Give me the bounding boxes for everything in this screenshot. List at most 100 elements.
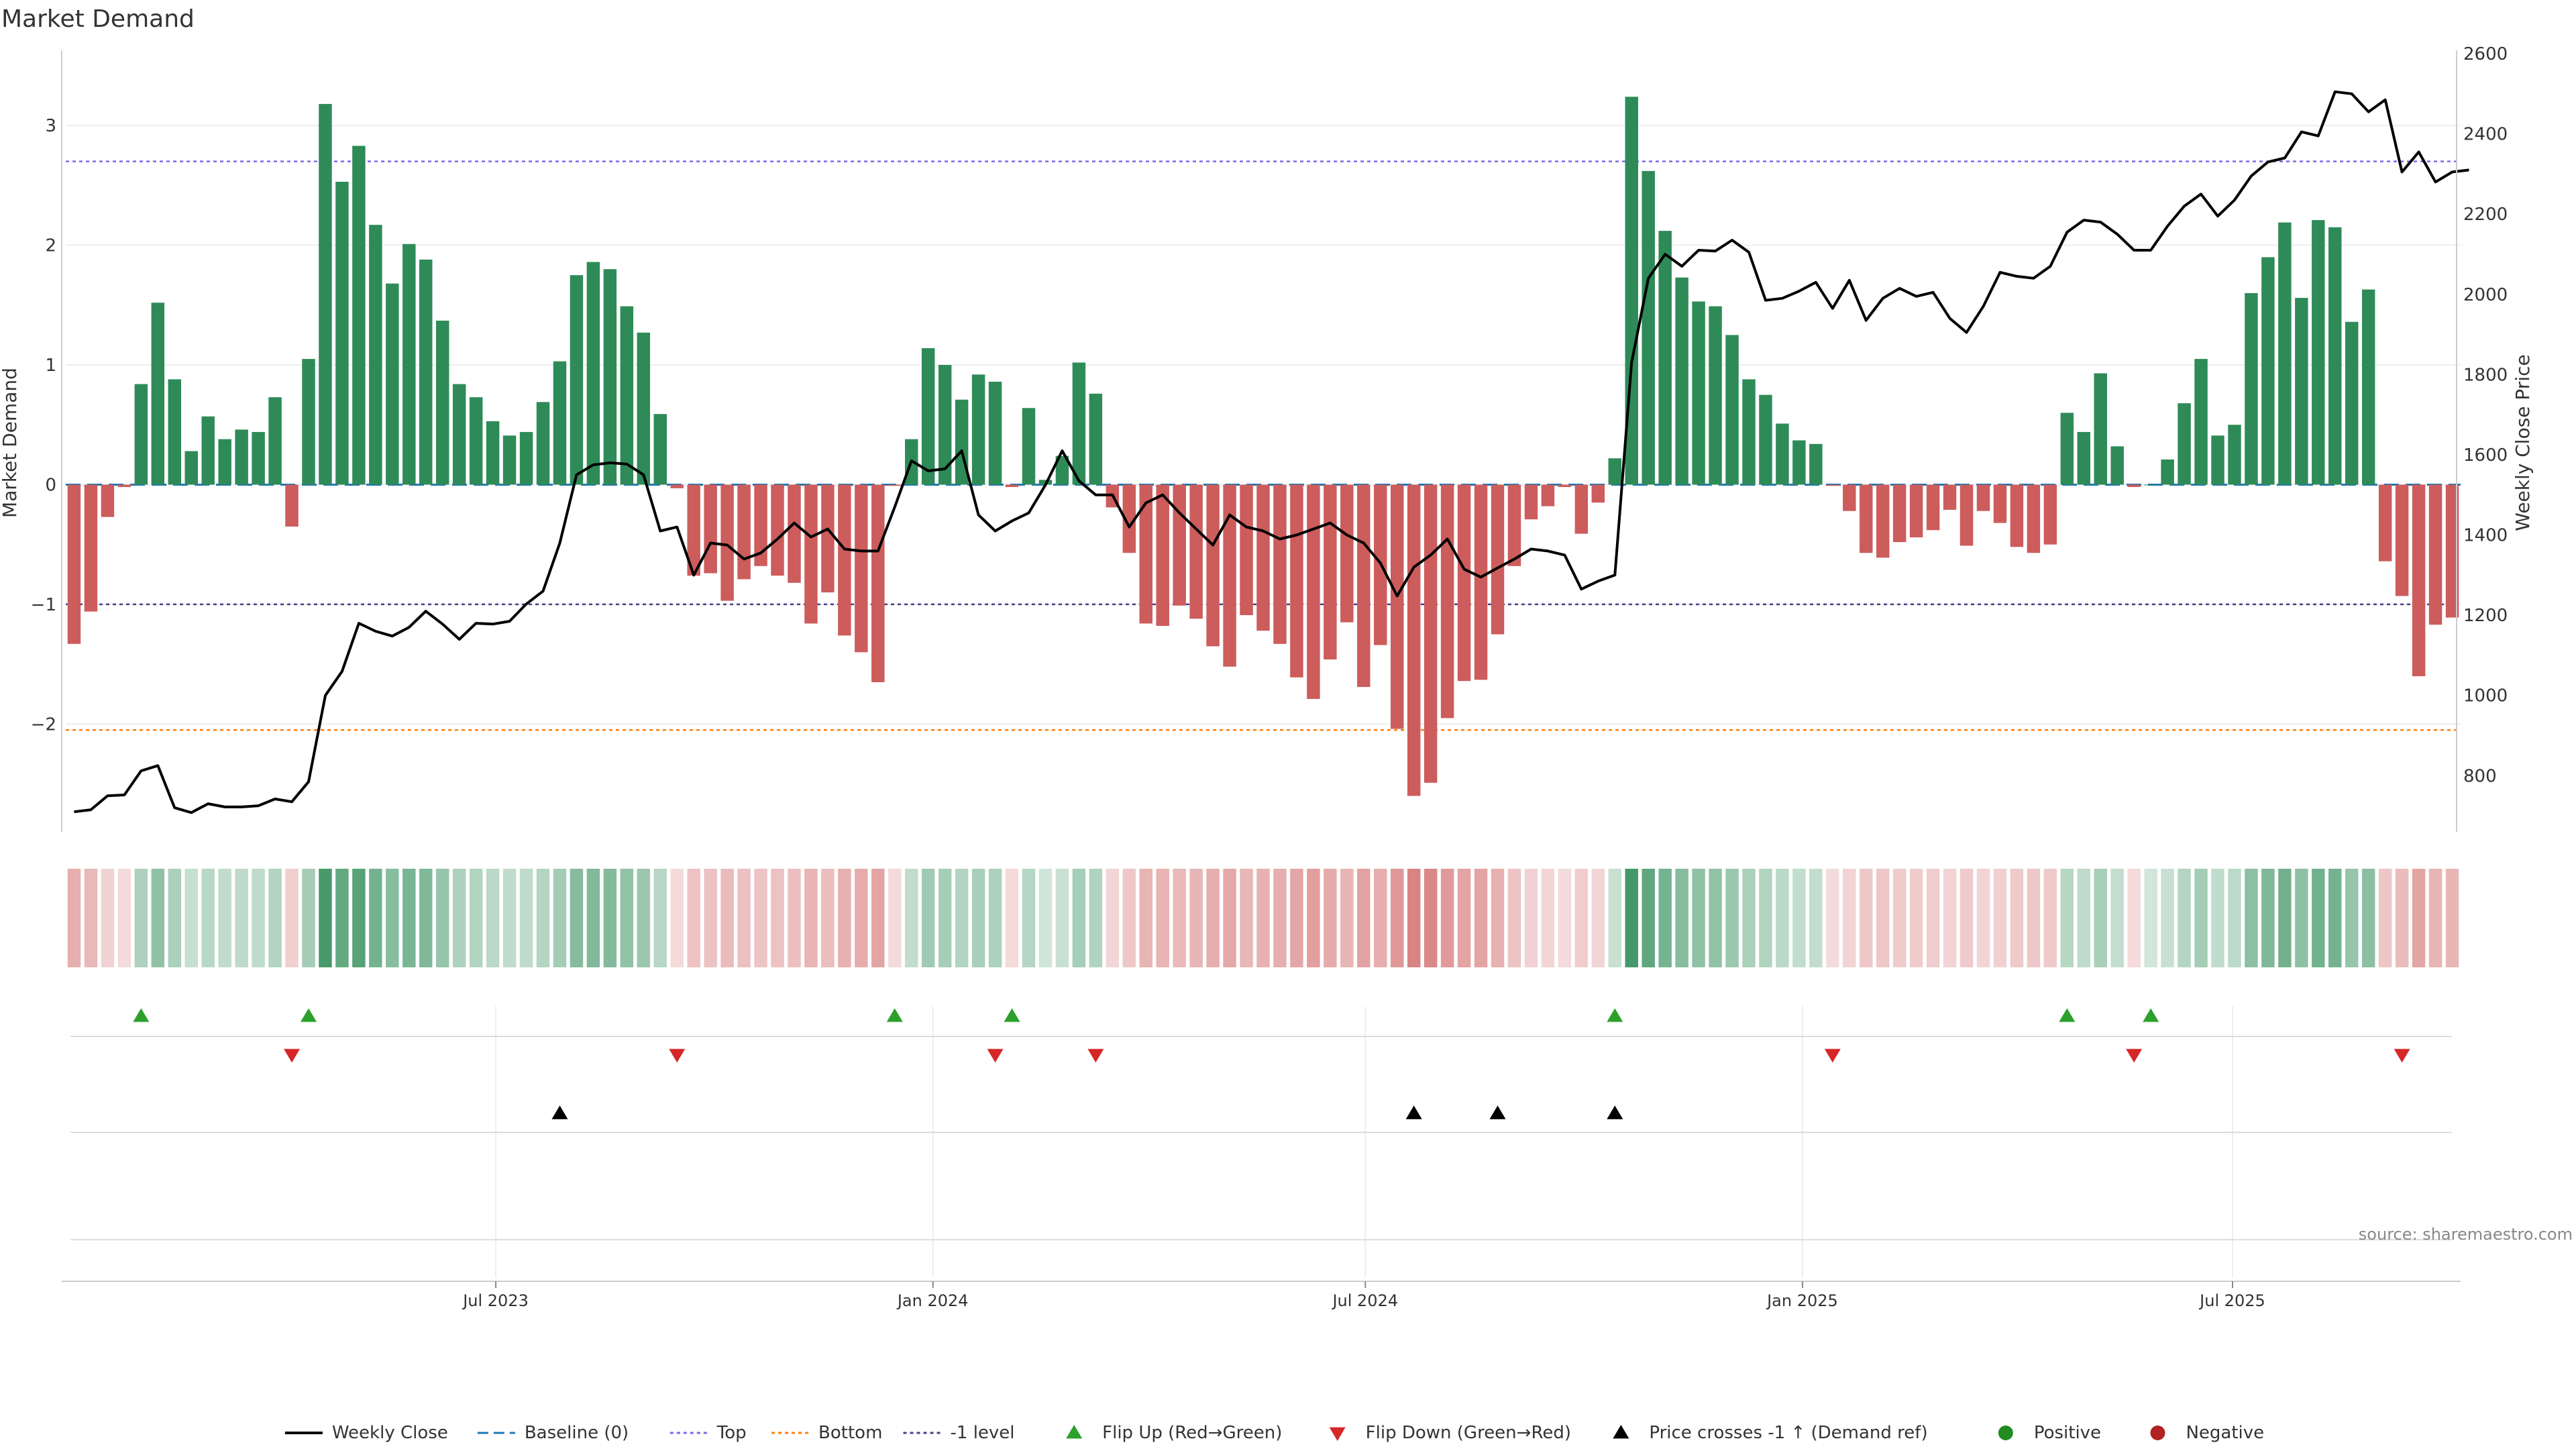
demand-bar bbox=[821, 484, 835, 593]
heat-cell bbox=[2312, 869, 2325, 967]
heat-cell bbox=[1089, 869, 1103, 967]
demand-bar bbox=[938, 365, 952, 485]
heat-cell bbox=[168, 869, 182, 967]
demand-bar bbox=[2211, 435, 2224, 485]
heat-cell bbox=[252, 869, 265, 967]
y-axis-label: Market Demand bbox=[0, 368, 21, 518]
demand-bar bbox=[1474, 484, 1488, 680]
heat-cell bbox=[988, 869, 1002, 967]
heat-cell bbox=[1675, 869, 1688, 967]
y-tick-label: 2 bbox=[45, 236, 56, 256]
heat-cell bbox=[1424, 869, 1438, 967]
y2-tick-label: 1000 bbox=[2463, 686, 2508, 706]
demand-bar bbox=[2378, 484, 2392, 561]
demand-bar bbox=[1390, 484, 1404, 729]
demand-bar bbox=[1340, 484, 1354, 623]
heat-cell bbox=[435, 869, 449, 967]
heat-cell bbox=[1709, 869, 1722, 967]
y2-axis-label: Weekly Close Price bbox=[2512, 354, 2534, 531]
heat-cell bbox=[603, 869, 617, 967]
demand-bar bbox=[302, 359, 315, 485]
demand-bar bbox=[1273, 484, 1287, 644]
heat-cell bbox=[2211, 869, 2224, 967]
heat-cell bbox=[2043, 869, 2057, 967]
demand-bar bbox=[2428, 484, 2443, 625]
heat-cell bbox=[1491, 869, 1505, 967]
demand-bar bbox=[1507, 484, 1521, 566]
demand-bar bbox=[838, 484, 851, 636]
heat-cell bbox=[369, 869, 382, 967]
heat-cell bbox=[1374, 869, 1387, 967]
heat-cell bbox=[184, 869, 198, 967]
legend: Weekly Close Baseline (0) Top Bottom -1 leve… bbox=[284, 1423, 2264, 1443]
chart-title: Market Demand bbox=[1, 5, 195, 33]
heat-cell bbox=[637, 869, 651, 967]
heat-cell bbox=[904, 869, 918, 967]
heat-cell bbox=[386, 869, 399, 967]
heat-cell bbox=[788, 869, 801, 967]
demand-bar bbox=[871, 484, 885, 682]
y-tick-label: 0 bbox=[45, 475, 56, 495]
legend-item: Baseline (0) bbox=[477, 1423, 629, 1443]
heat-cell bbox=[2245, 869, 2258, 967]
heat-cell bbox=[2144, 869, 2157, 967]
demand-bar bbox=[754, 484, 767, 566]
heat-cell bbox=[84, 869, 98, 967]
heat-cell bbox=[1826, 869, 1839, 967]
heat-cell bbox=[620, 869, 634, 967]
demand-bar bbox=[84, 484, 98, 612]
heat-cell bbox=[1106, 869, 1120, 967]
demand-bar bbox=[117, 484, 131, 488]
demand-bar bbox=[1156, 484, 1169, 627]
heat-cell bbox=[771, 869, 784, 967]
y2-tick-label: 1600 bbox=[2463, 445, 2508, 466]
demand-bar bbox=[553, 361, 567, 485]
legend-label: Baseline (0) bbox=[525, 1423, 629, 1443]
flip-up-marker bbox=[1607, 1008, 1623, 1022]
heat-cell bbox=[1390, 869, 1404, 967]
demand-bar bbox=[419, 259, 433, 485]
demand-bar bbox=[1022, 408, 1036, 485]
demand-bar bbox=[1642, 170, 1655, 485]
demand-bar bbox=[1072, 362, 1086, 485]
heat-cell bbox=[838, 869, 851, 967]
heat-cell bbox=[1240, 869, 1253, 967]
demand-bar bbox=[921, 348, 935, 485]
heat-cell bbox=[804, 869, 818, 967]
demand-bar bbox=[1993, 484, 2007, 523]
demand-bar bbox=[2077, 431, 2091, 485]
demand-bar bbox=[1491, 484, 1505, 635]
demand-bar bbox=[435, 320, 449, 485]
heat-cell bbox=[1055, 869, 1069, 967]
legend-label: Bottom bbox=[818, 1423, 882, 1443]
demand-bar bbox=[151, 303, 165, 485]
demand-bar bbox=[1524, 484, 1538, 520]
legend-swatch bbox=[1066, 1425, 1083, 1439]
demand-bar bbox=[1960, 484, 1974, 546]
heat-cell bbox=[1139, 869, 1152, 967]
demand-bar bbox=[1307, 484, 1320, 699]
demand-bar bbox=[1457, 484, 1471, 682]
heat-cell bbox=[1223, 869, 1236, 967]
x-tick-label: Jan 2025 bbox=[1766, 1291, 1838, 1310]
demand-bar bbox=[1909, 484, 1923, 537]
x-tick-label: Jul 2025 bbox=[2198, 1291, 2265, 1310]
heat-cell bbox=[2178, 869, 2191, 967]
heat-cell bbox=[921, 869, 935, 967]
demand-heat-strip bbox=[67, 869, 2459, 967]
x-axis: Jul 2023 Jan 2024 Jul 2024 Jan 2025 Jul 2025 bbox=[62, 1281, 2461, 1310]
y-tick-label: −2 bbox=[31, 714, 56, 735]
heat-cell bbox=[653, 869, 667, 967]
demand-bar bbox=[519, 431, 533, 485]
demand-bar bbox=[1943, 484, 1957, 510]
heat-cell bbox=[469, 869, 483, 967]
flip-down-marker bbox=[1824, 1049, 1841, 1063]
y2-tick-label: 2600 bbox=[2463, 44, 2508, 64]
heat-cell bbox=[302, 869, 315, 967]
demand-bar bbox=[1173, 484, 1186, 606]
heat-cell bbox=[1591, 869, 1605, 967]
demand-bar bbox=[2094, 373, 2107, 485]
heat-cell bbox=[486, 869, 500, 967]
heat-cell bbox=[2027, 869, 2041, 967]
demand-bar bbox=[2261, 257, 2275, 485]
